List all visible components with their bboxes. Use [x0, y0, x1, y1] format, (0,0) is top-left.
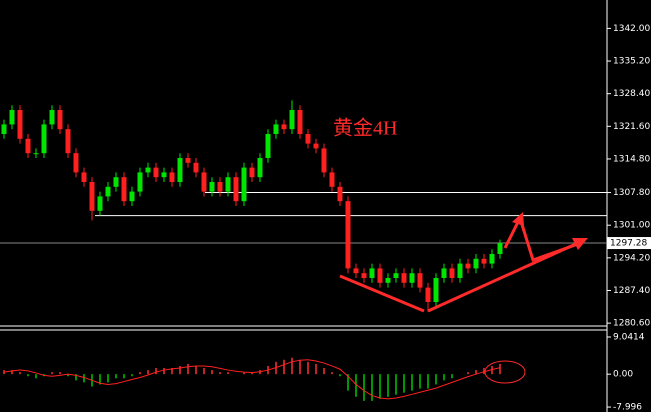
candle-body	[105, 186, 111, 197]
trend-line	[339, 274, 425, 313]
candle-body	[41, 124, 47, 154]
candle-body	[297, 110, 303, 134]
candle-body	[473, 258, 479, 269]
y-tick-label: 1294.20	[613, 253, 650, 263]
candle-body	[129, 191, 135, 202]
candle-body	[233, 177, 239, 202]
candle-body	[177, 158, 183, 182]
y-tick-label: 1287.40	[613, 286, 650, 296]
candle-body	[161, 172, 167, 178]
signal-line	[3, 359, 501, 400]
arrow-head	[512, 212, 524, 226]
candle-body	[209, 182, 215, 192]
arrow-head	[572, 238, 588, 250]
candle-body	[337, 186, 343, 202]
candle-body	[481, 258, 487, 264]
y-tick-label: 1342.00	[613, 24, 650, 34]
annotation-arrows	[339, 212, 588, 384]
candle-body	[1, 124, 7, 134]
candle-body	[249, 167, 255, 178]
candle-body	[241, 167, 247, 202]
candle-body	[457, 263, 463, 278]
last-price-box	[607, 237, 651, 250]
candle-body	[17, 110, 23, 139]
candle-body	[273, 124, 279, 134]
candle-body	[81, 172, 87, 182]
candle-body	[121, 177, 127, 202]
candle-body	[377, 268, 383, 283]
candle-body	[321, 148, 327, 173]
candle-body	[193, 162, 199, 173]
candle-body	[65, 129, 71, 154]
zigzag	[503, 213, 579, 262]
candle-body	[225, 177, 231, 192]
y-tick-label: 1307.80	[613, 188, 650, 198]
candle-body	[169, 172, 175, 182]
candle-body	[185, 158, 191, 163]
candle-body	[497, 243, 503, 254]
y-tick-label: 1314.80	[613, 154, 650, 164]
candle-body	[465, 263, 471, 269]
chart-title: 黄金4H	[333, 117, 397, 140]
y-tick-label: 1280.60	[613, 319, 650, 329]
candle-body	[153, 167, 159, 178]
y-tick-label: 1335.20	[613, 57, 650, 67]
candle-body	[385, 278, 391, 283]
candle-body	[409, 273, 415, 283]
y-tick-label: -7.996	[613, 403, 642, 412]
candle-body	[329, 172, 335, 187]
candle-body	[417, 273, 423, 288]
candle-body	[393, 273, 399, 278]
last-price-label: 1297.28	[610, 239, 647, 249]
candle-body	[449, 268, 455, 278]
candle-body	[137, 172, 143, 192]
candle-body	[313, 143, 319, 149]
candle-body	[441, 268, 447, 278]
candle-body	[289, 110, 295, 130]
candle-body	[33, 153, 39, 155]
y-tick-label: 0.00	[613, 370, 633, 380]
candle-body	[305, 134, 311, 144]
y-tick-label: 1328.40	[613, 89, 650, 99]
candle-body	[401, 273, 407, 283]
plot-area: 1342.00 1335.20 1328.40 1321.60 1314.80 1307.…	[0, 24, 651, 412]
candle-body	[353, 268, 359, 274]
candle-body	[49, 110, 55, 125]
y-tick-label: 1321.60	[613, 122, 650, 132]
candle-body	[361, 273, 367, 278]
candle-body	[281, 124, 287, 130]
candle-body	[25, 138, 31, 154]
candle-body	[217, 182, 223, 192]
candle-body	[73, 153, 79, 173]
candle-body	[369, 268, 375, 278]
y-tick-label: 9.0414	[613, 332, 645, 342]
candle-body	[265, 134, 271, 158]
candle-body	[433, 278, 439, 302]
y-tick-label: 1301.00	[613, 221, 650, 231]
candle-body	[89, 182, 95, 211]
candle-body	[97, 196, 103, 211]
candle-body	[425, 287, 431, 302]
highlight-ellipse	[484, 360, 526, 384]
candle-body	[201, 172, 207, 192]
candle-body	[57, 110, 63, 130]
candle-body	[145, 167, 151, 173]
candle-body	[345, 201, 351, 269]
candle-body	[113, 177, 119, 187]
candle-body	[489, 254, 495, 264]
candle-body	[9, 110, 15, 125]
candle-body	[257, 158, 263, 178]
